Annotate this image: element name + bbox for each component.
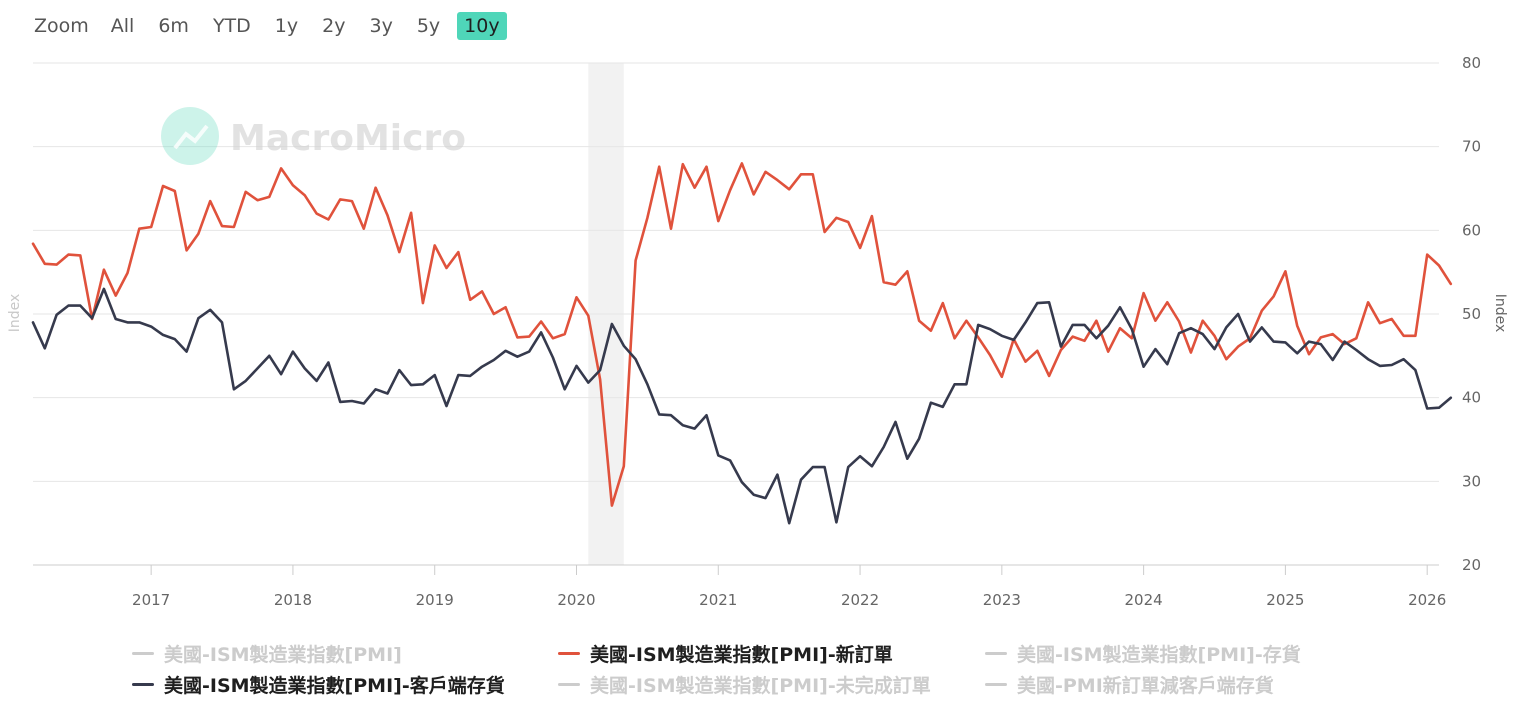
- legend-item-backlog[interactable]: 美國-ISM製造業指數[PMI]-未完成訂單: [558, 671, 931, 698]
- legend-item-new-orders[interactable]: 美國-ISM製造業指數[PMI]-新訂單: [558, 640, 893, 667]
- zoom-2y-button[interactable]: 2y: [322, 15, 346, 37]
- grid-layer: [33, 62, 1439, 566]
- x-tick-label-2017: 2017: [132, 591, 170, 609]
- legend-swatch-new-orders: [558, 652, 580, 655]
- zoom-bar: Zoom All 6m YTD 1y 2y 3y 5y 10y: [20, 9, 512, 43]
- watermark-text: MacroMicro: [230, 118, 466, 159]
- legend-swatch-customers-inventories: [132, 683, 154, 686]
- legend-item-inventories[interactable]: 美國-ISM製造業指數[PMI]-存貨: [985, 640, 1301, 667]
- x-tick-label-2022: 2022: [841, 591, 879, 609]
- y-axis-title-right: Index: [1492, 294, 1508, 333]
- legend-item-new-orders-minus-customers-inventories[interactable]: 美國-PMI新訂單減客戶端存貨: [985, 671, 1274, 698]
- y-tick-label-20: 20: [1462, 556, 1481, 574]
- zoom-3y-button[interactable]: 3y: [369, 15, 393, 37]
- watermark: MacroMicro: [161, 107, 466, 165]
- x-tick-label-2024: 2024: [1125, 591, 1163, 609]
- legend-label-inventories: 美國-ISM製造業指數[PMI]-存貨: [1017, 644, 1301, 666]
- legend-label-customers-inventories: 美國-ISM製造業指數[PMI]-客戶端存貨: [164, 675, 505, 697]
- x-axis: 2017 2018 2019 2020 2021 2022 2023 2024 2025 2026: [132, 565, 1446, 609]
- legend-swatch-backlog: [558, 683, 580, 686]
- x-tick-label-2020: 2020: [557, 591, 595, 609]
- zoom-label: Zoom: [34, 15, 89, 37]
- zoom-1y-button[interactable]: 1y: [274, 15, 299, 37]
- zoom-ytd-button[interactable]: YTD: [212, 15, 251, 37]
- y-axis: 20 30 40 50 60 70 80: [1462, 54, 1481, 574]
- legend-swatch-pmi: [132, 652, 154, 655]
- legend-label-backlog: 美國-ISM製造業指數[PMI]-未完成訂單: [590, 675, 931, 697]
- legend-item-pmi[interactable]: 美國-ISM製造業指數[PMI]: [132, 640, 402, 667]
- series-line-customers-inventories[interactable]: [31, 287, 1453, 525]
- legend-swatch-inventories: [985, 652, 1007, 655]
- zoom-10y-button[interactable]: 10y: [457, 12, 507, 40]
- legend-item-customers-inventories[interactable]: 美國-ISM製造業指數[PMI]-客戶端存貨: [132, 671, 505, 698]
- legend-swatch-new-orders-minus-customers-inventories: [985, 683, 1007, 686]
- legend-label-pmi: 美國-ISM製造業指數[PMI]: [164, 644, 402, 666]
- zoom-all-button[interactable]: All: [110, 15, 135, 37]
- x-tick-label-2026: 2026: [1408, 591, 1446, 609]
- legend-label-new-orders-minus-customers-inventories: 美國-PMI新訂單減客戶端存貨: [1017, 675, 1274, 697]
- series-line-new-orders[interactable]: [31, 162, 1453, 507]
- y-tick-label-70: 70: [1462, 138, 1481, 156]
- y-tick-label-30: 30: [1462, 472, 1481, 490]
- zoom-5y-button[interactable]: 5y: [416, 15, 441, 37]
- y-tick-label-50: 50: [1462, 305, 1481, 323]
- series-layer: [31, 162, 1453, 525]
- x-tick-label-2023: 2023: [983, 591, 1021, 609]
- y-axis-title-left: Index: [7, 294, 23, 333]
- x-tick-label-2021: 2021: [699, 591, 737, 609]
- y-tick-label-60: 60: [1462, 221, 1481, 239]
- y-tick-label-80: 80: [1462, 54, 1481, 72]
- zoom-6m-button[interactable]: 6m: [158, 15, 189, 37]
- y-tick-label-40: 40: [1462, 389, 1481, 407]
- x-tick-label-2018: 2018: [274, 591, 312, 609]
- x-tick-label-2019: 2019: [416, 591, 454, 609]
- legend-label-new-orders: 美國-ISM製造業指數[PMI]-新訂單: [590, 644, 893, 666]
- line-chart[interactable]: MacroMicro 2017 2018 2019 2020 2021 2022 2023 2…: [0, 0, 1534, 630]
- watermark-logo-chart-icon: [173, 124, 209, 150]
- x-tick-label-2025: 2025: [1266, 591, 1304, 609]
